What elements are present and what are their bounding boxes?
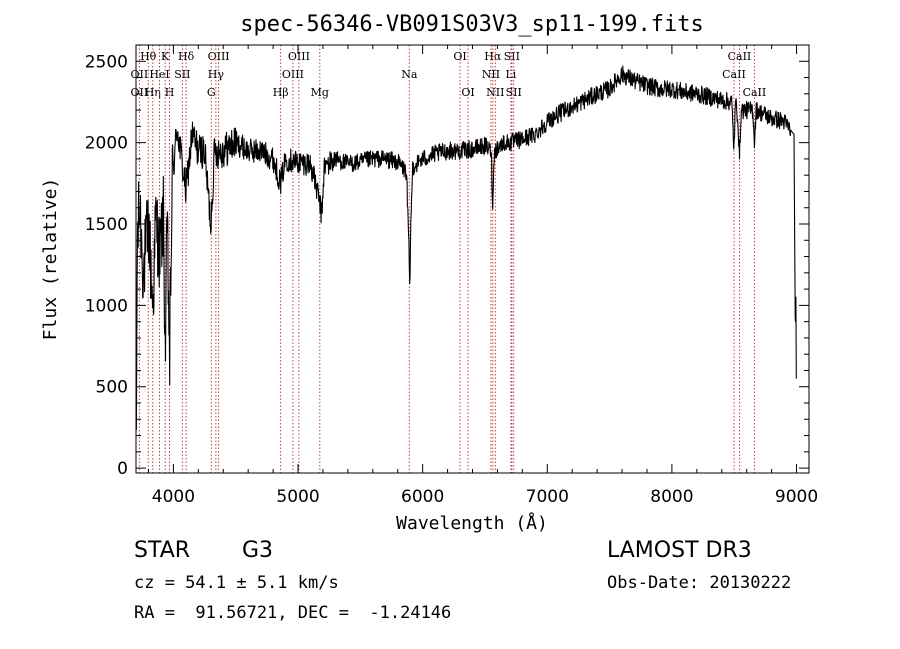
x-tick-label: 7000 bbox=[526, 487, 569, 507]
x-tick-label: 6000 bbox=[401, 487, 444, 507]
line-marker-label: CaII bbox=[722, 68, 746, 81]
line-marker-label: Na bbox=[401, 68, 418, 81]
line-marker-label: OI bbox=[461, 86, 474, 99]
object-class: STAR bbox=[134, 538, 191, 563]
line-marker-label: Hη bbox=[145, 86, 161, 99]
object-subclass: G3 bbox=[242, 538, 274, 563]
y-tick-label: 1000 bbox=[85, 296, 128, 316]
line-marker-label: H bbox=[165, 86, 175, 99]
survey-name: LAMOST DR3 bbox=[607, 538, 752, 563]
line-marker-label: CaII bbox=[743, 86, 767, 99]
x-tick-label: 5000 bbox=[276, 487, 319, 507]
spectrum-line bbox=[135, 65, 797, 431]
y-tick-label: 0 bbox=[117, 459, 128, 479]
line-marker-label: OIII bbox=[282, 68, 304, 81]
line-marker-label: SII bbox=[504, 50, 520, 63]
line-marker-label: Hδ bbox=[178, 50, 195, 63]
line-marker-label: Mg bbox=[311, 86, 329, 99]
line-marker-label: Hγ bbox=[208, 68, 225, 81]
y-tick-label: 500 bbox=[96, 378, 128, 398]
y-tick-label: 2500 bbox=[85, 52, 128, 72]
plot-frame bbox=[135, 44, 810, 474]
line-marker-label: OIII bbox=[288, 50, 310, 63]
line-marker-label: NII bbox=[486, 86, 504, 99]
line-marker-label: Hα bbox=[484, 50, 502, 63]
line-marker-label: HeI bbox=[149, 68, 169, 81]
x-tick-label: 4000 bbox=[152, 487, 195, 507]
observation-date: Obs-Date: 20130222 bbox=[607, 573, 792, 593]
line-marker-label: Hβ bbox=[273, 86, 289, 99]
spectrum-layer bbox=[135, 65, 797, 431]
y-axis-label: Flux (relative) bbox=[40, 178, 61, 341]
x-tick-label: 8000 bbox=[650, 487, 693, 507]
line-marker-label: OI bbox=[453, 50, 466, 63]
x-tick-label: 9000 bbox=[775, 487, 818, 507]
line-marker-label: OII bbox=[131, 86, 149, 99]
line-marker-label: CaII bbox=[728, 50, 752, 63]
line-marker-label: K bbox=[161, 50, 170, 63]
line-marker-label: OIII bbox=[208, 50, 230, 63]
line-marker-label: Li bbox=[505, 68, 516, 81]
line-marker-label: OII bbox=[131, 68, 149, 81]
axes: 4000 5000 6000 7000 8000 9000 0 500 1000 1500 2000… bbox=[85, 45, 818, 507]
redshift-readout: cz = 54.1 ± 5.1 km/s bbox=[134, 573, 339, 593]
line-marker-label: NII bbox=[482, 68, 500, 81]
y-tick-label: 2000 bbox=[85, 134, 128, 154]
line-marker-label: G bbox=[207, 86, 216, 99]
spectrum-chart: spec-56346-VB091S03V3_sp11-199.fits HθOI… bbox=[40, 12, 818, 534]
x-axis-label: Wavelength (Å) bbox=[396, 512, 548, 534]
coordinates-readout: RA = 91.56721, DEC = -1.24146 bbox=[134, 603, 452, 623]
line-marker-label: SII bbox=[506, 86, 522, 99]
y-tick-label: 1500 bbox=[85, 215, 128, 235]
chart-title: spec-56346-VB091S03V3_sp11-199.fits bbox=[240, 12, 704, 37]
line-marker-label: SII bbox=[174, 68, 190, 81]
